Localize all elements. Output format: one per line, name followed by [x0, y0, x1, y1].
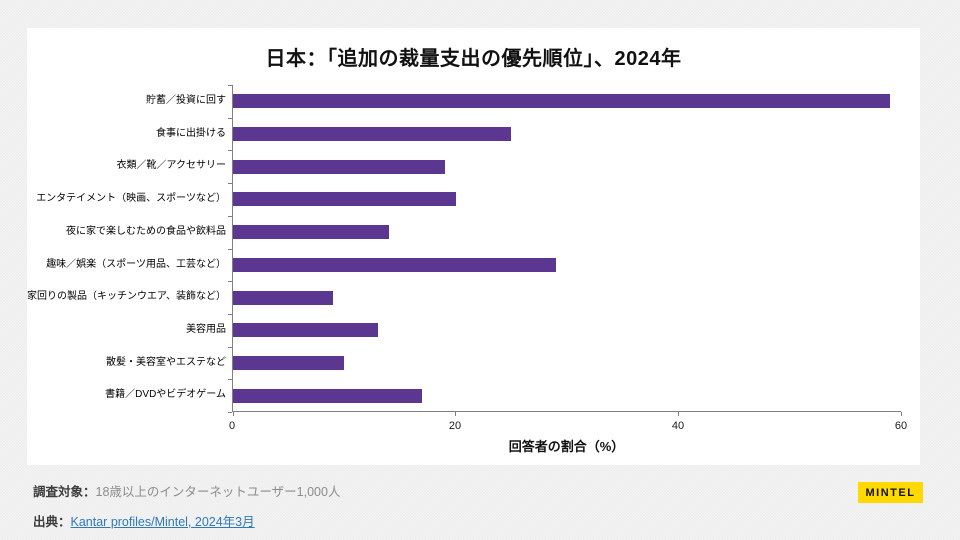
- category-label: 趣味／娯楽（スポーツ用品、工芸など）: [46, 258, 226, 270]
- y-axis-tick: [228, 281, 232, 283]
- x-axis-tick: [455, 412, 457, 416]
- y-axis-tick: [228, 117, 232, 119]
- category-label: 書籍／DVDやビデオゲーム: [105, 389, 226, 401]
- bar: [233, 94, 890, 109]
- y-axis-tick: [228, 248, 232, 250]
- y-axis-tick: [228, 85, 232, 86]
- y-axis-tick: [228, 215, 232, 217]
- chart-card: 日本：「追加の裁量支出の優先順位」、2024年 貯蓄／投資に回す食事に出掛ける衣…: [27, 28, 920, 465]
- bar: [233, 127, 512, 142]
- bar: [233, 388, 423, 403]
- category-axis: 貯蓄／投資に回す食事に出掛ける衣類／靴／アクセサリーエンタテイメント（映画、スポ…: [27, 85, 226, 412]
- category-label: 貯蓄／投資に回す: [146, 95, 226, 106]
- category-label: 家回りの製品（キッチンウエア、装飾など）: [27, 291, 226, 303]
- y-axis-tick: [228, 412, 232, 413]
- category-label: エンタテイメント（映画、スポーツなど）: [36, 193, 226, 205]
- source-link[interactable]: Kantar profiles/Mintel, 2024年3月: [70, 515, 255, 529]
- y-axis-tick: [228, 183, 232, 185]
- y-axis-tick: [228, 346, 232, 348]
- bar: [233, 290, 334, 305]
- bar: [233, 355, 345, 370]
- bar: [233, 257, 556, 272]
- category-label: 夜に家で楽しむための食品や飲料品: [66, 225, 226, 237]
- x-axis-title: 回答者の割合（%）: [508, 439, 625, 454]
- x-axis-tick: [232, 412, 234, 416]
- mintel-logo: MINTEL: [858, 482, 923, 503]
- y-axis-tick: [228, 150, 232, 152]
- category-label: 美容用品: [186, 323, 226, 335]
- x-axis-tick: [900, 412, 902, 416]
- x-axis-tick: [677, 412, 679, 416]
- x-axis-tick-label: 40: [671, 420, 685, 432]
- plot-area: [228, 85, 902, 416]
- y-axis-tick: [228, 313, 232, 315]
- survey-label: 調査対象：: [33, 485, 96, 499]
- x-axis-tick-label: 60: [894, 420, 908, 432]
- category-label: 散髪・美容室やエステなど: [106, 356, 226, 368]
- survey-text: 18歳以上のインターネットユーザー1,000人: [95, 485, 341, 499]
- bar: [233, 323, 378, 338]
- source-label: 出典：: [33, 515, 71, 529]
- x-axis-tick-label: 20: [448, 420, 462, 432]
- y-axis-tick: [228, 379, 232, 381]
- survey-note: 調査対象：18歳以上のインターネットユーザー1,000人: [33, 481, 340, 500]
- chart-title: 日本：「追加の裁量支出の優先順位」、2024年: [265, 48, 682, 70]
- category-label: 衣類／靴／アクセサリー: [116, 160, 227, 172]
- source-note: 出典：Kantar profiles/Mintel, 2024年3月: [33, 511, 255, 530]
- x-axis-tick-label: 0: [228, 420, 236, 432]
- bar: [233, 225, 389, 240]
- bar: [233, 192, 456, 207]
- category-label: 食事に出掛ける: [156, 127, 226, 139]
- bar: [233, 159, 445, 174]
